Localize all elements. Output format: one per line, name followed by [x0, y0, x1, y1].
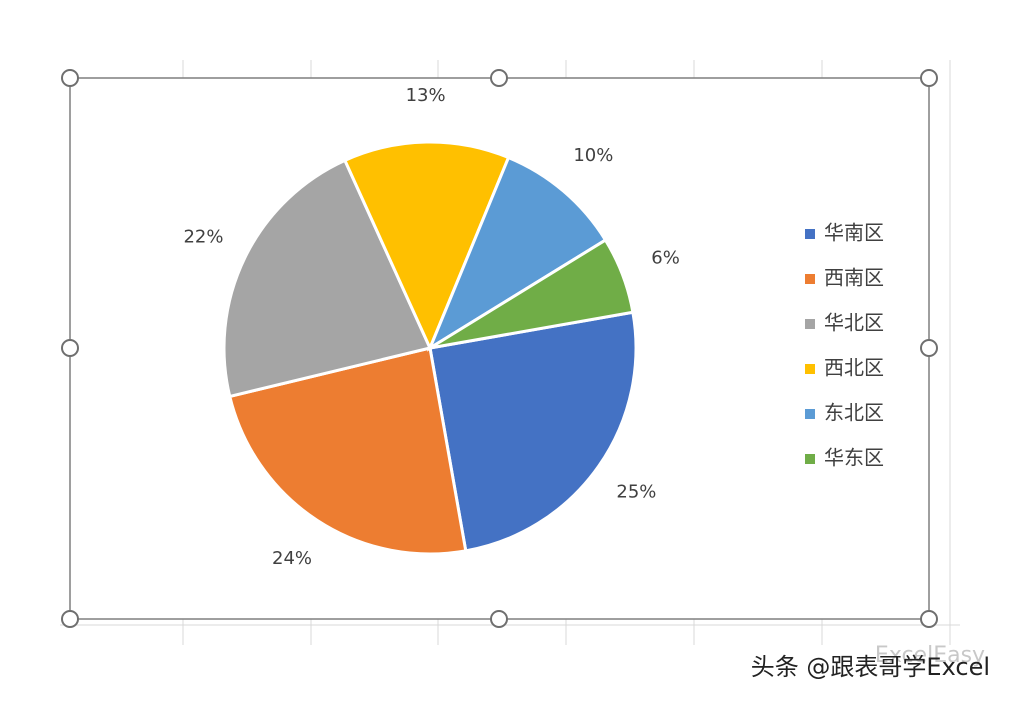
- legend-swatch: [805, 454, 815, 464]
- pie-slice: [342, 140, 511, 352]
- legend-label: 西南区: [824, 266, 884, 290]
- faint-watermark: ExcelEasy: [875, 643, 985, 668]
- watermark: 头条 @跟表哥学Excel: [751, 653, 990, 681]
- legend-swatch: [805, 409, 815, 419]
- legend-label: 西北区: [824, 356, 884, 380]
- pie-slice: [428, 310, 638, 553]
- legend-swatch: [805, 229, 815, 239]
- legend-label: 东北区: [824, 401, 884, 425]
- legend-swatch: [805, 274, 815, 284]
- legend-swatch: [805, 319, 815, 329]
- pie-slice: [429, 237, 635, 350]
- legend-label: 华北区: [824, 311, 884, 335]
- legend-label: 华南区: [824, 221, 884, 245]
- legend-label: 华东区: [824, 446, 884, 470]
- data-label: 25%: [616, 482, 656, 503]
- pie-slice: [426, 155, 608, 352]
- data-label: 24%: [272, 548, 312, 569]
- data-label: 13%: [406, 85, 446, 106]
- pie-slice: [227, 346, 468, 556]
- data-label: 6%: [651, 248, 680, 269]
- data-label: 22%: [183, 227, 223, 248]
- data-label: 10%: [573, 145, 613, 166]
- pie-slice: [222, 158, 433, 399]
- resize-handles[interactable]: [61, 69, 938, 628]
- legend-swatch: [805, 364, 815, 374]
